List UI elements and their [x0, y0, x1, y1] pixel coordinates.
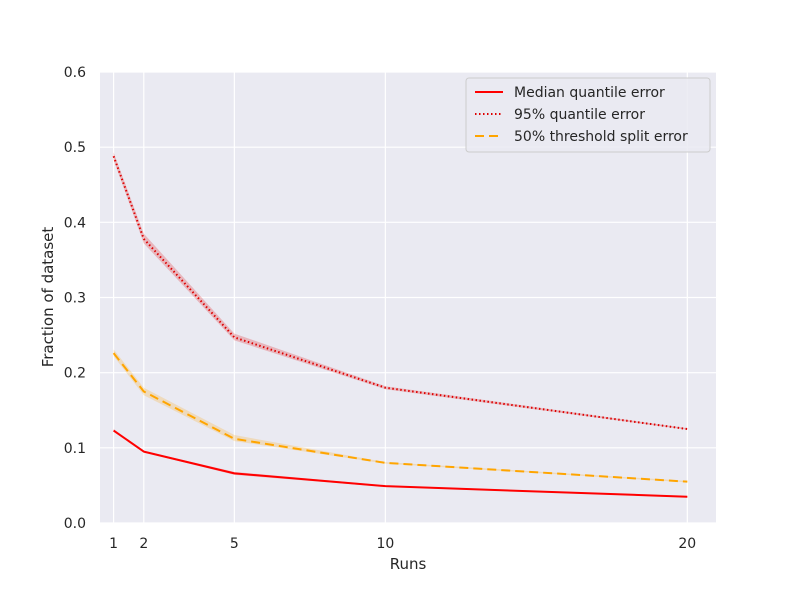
- y-axis-title: Fraction of dataset: [39, 227, 57, 368]
- y-tick-label: 0.5: [64, 140, 86, 156]
- x-tick-labels: 1 2 5 10 20: [109, 536, 696, 552]
- y-tick-label: 0.4: [64, 215, 86, 231]
- x-tick-label: 5: [230, 536, 239, 552]
- y-tick-label: 0.1: [64, 441, 86, 457]
- legend-label: 50% threshold split error: [514, 129, 688, 145]
- x-axis-title: Runs: [390, 555, 427, 573]
- legend-label: Median quantile error: [514, 85, 665, 101]
- series-lines: [112, 155, 688, 498]
- y-tick-label: 0.6: [64, 65, 86, 81]
- legend-label: 95% quantile error: [514, 107, 645, 123]
- y-tick-labels: 0.0 0.1 0.2 0.3 0.4 0.5 0.6: [64, 65, 86, 532]
- legend-box: [465, 77, 711, 153]
- x-tick-label: 1: [109, 536, 118, 552]
- x-tick-label: 2: [139, 536, 148, 552]
- series-line: [113, 429, 688, 498]
- x-tick-label: 10: [376, 536, 394, 552]
- series-line: [112, 352, 688, 483]
- legend: Median quantile error 95% quantile error 5…: [465, 77, 711, 153]
- y-tick-label: 0.3: [64, 291, 86, 307]
- y-tick-label: 0.0: [64, 516, 86, 532]
- y-tick-label: 0.2: [64, 366, 86, 382]
- x-tick-label: 20: [678, 536, 696, 552]
